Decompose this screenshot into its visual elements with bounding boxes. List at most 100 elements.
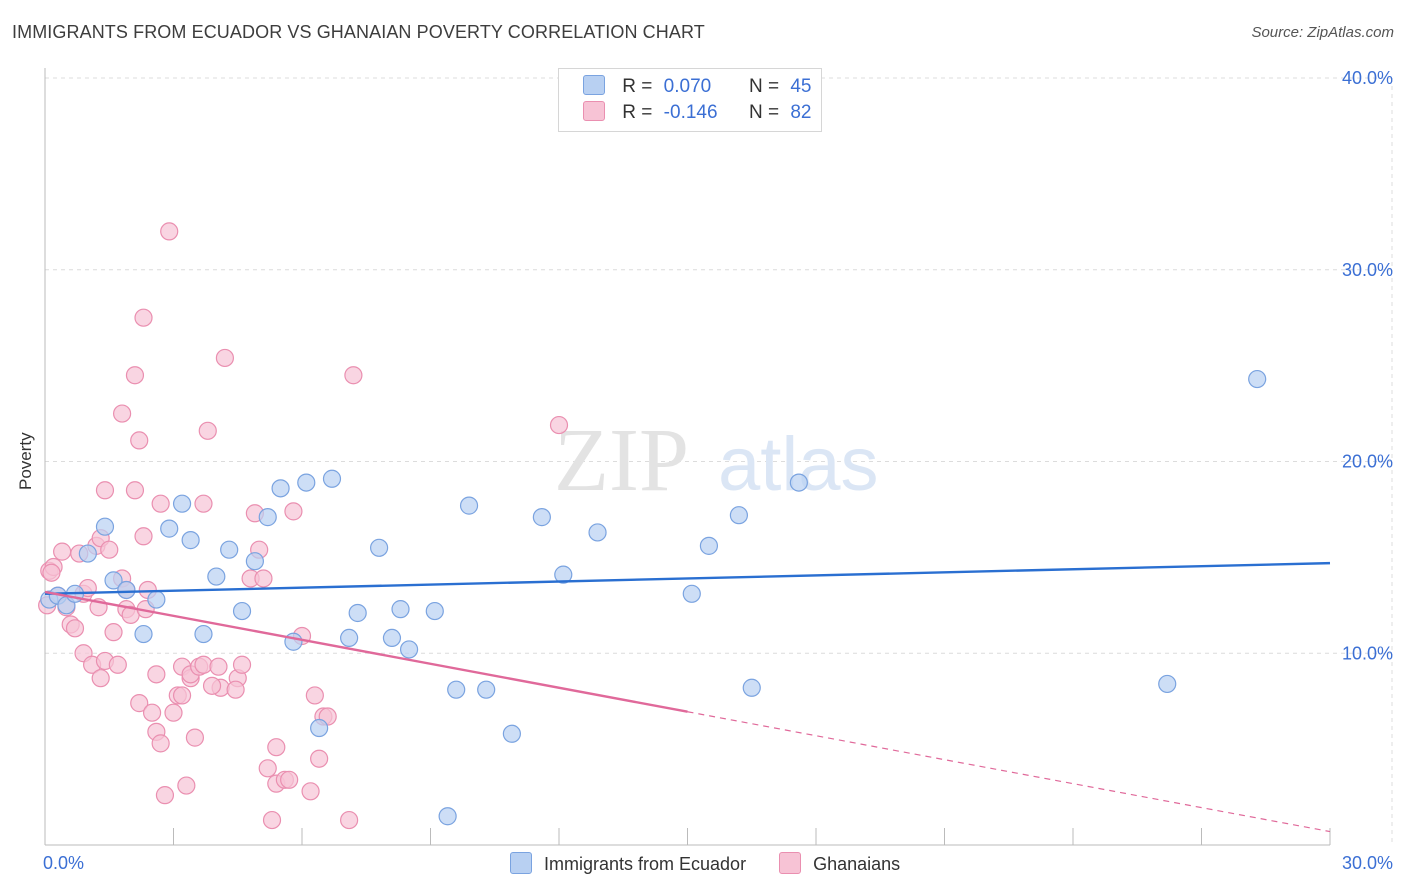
x-tick-labels: 0.0% 30.0% xyxy=(43,853,1393,873)
n-value: 45 xyxy=(790,76,812,97)
data-point xyxy=(130,694,149,713)
data-point xyxy=(108,655,127,674)
data-point xyxy=(117,580,136,600)
y-tick-label: 40.0% xyxy=(1342,68,1393,88)
data-point xyxy=(340,810,359,830)
data-point xyxy=(284,502,303,521)
data-point xyxy=(425,601,444,621)
data-point xyxy=(789,473,808,492)
watermark: ZIP atlas xyxy=(554,411,879,510)
data-point xyxy=(194,494,213,513)
data-point xyxy=(305,686,324,705)
data-point xyxy=(245,552,264,571)
data-point xyxy=(310,718,329,738)
data-point xyxy=(477,680,496,699)
data-point xyxy=(172,686,192,705)
trend-line-ecuador xyxy=(44,561,1331,596)
series-ghanaians xyxy=(38,222,569,830)
data-point xyxy=(1248,369,1267,389)
y-tick-label: 10.0% xyxy=(1342,643,1393,663)
data-point xyxy=(53,542,72,561)
data-point xyxy=(65,619,85,638)
legend-label: Immigrants from Ecuador xyxy=(544,854,747,874)
data-point xyxy=(280,770,299,789)
x-tick-label: 0.0% xyxy=(43,853,84,873)
data-point xyxy=(729,506,749,525)
data-point xyxy=(399,640,419,659)
data-point xyxy=(226,680,245,699)
data-point xyxy=(532,508,551,527)
data-point xyxy=(104,571,123,590)
data-point xyxy=(160,519,179,538)
data-point xyxy=(258,759,277,778)
y-axis-label: Poverty xyxy=(16,432,35,490)
data-point xyxy=(271,479,290,498)
r-label: R = xyxy=(622,76,653,97)
data-point xyxy=(215,348,234,368)
data-point xyxy=(267,738,286,757)
data-point xyxy=(42,563,61,582)
stats-box: R = 0.070 N = 45 R = -0.146 N = 82 xyxy=(558,68,822,132)
legend: Immigrants from Ecuador Ghanaians xyxy=(510,852,928,875)
legend-item-ghanaians[interactable]: Ghanaians xyxy=(779,852,900,875)
data-point xyxy=(100,540,119,559)
data-point xyxy=(588,523,607,542)
data-point xyxy=(459,496,479,515)
data-point xyxy=(262,810,282,830)
source-label: Source: ZipAtlas.com xyxy=(1251,24,1394,41)
data-point xyxy=(134,527,153,546)
y-tick-labels: 10.0% 20.0% 30.0% 40.0% xyxy=(1342,68,1393,663)
data-point xyxy=(344,366,363,385)
legend-label: Ghanaians xyxy=(813,854,901,874)
data-point xyxy=(104,623,123,642)
data-point xyxy=(254,569,273,588)
trend-lines xyxy=(44,561,1331,833)
watermark-zip: ZIP xyxy=(554,411,689,510)
data-point xyxy=(447,680,466,699)
n-label: N = xyxy=(748,76,780,97)
data-point xyxy=(160,222,179,241)
data-point xyxy=(310,749,329,768)
data-point xyxy=(742,678,761,697)
data-point xyxy=(348,603,367,623)
data-point xyxy=(134,624,153,644)
data-point xyxy=(194,655,213,674)
data-point xyxy=(258,508,277,527)
data-point xyxy=(699,536,719,555)
data-point xyxy=(198,421,217,440)
data-point xyxy=(220,540,239,559)
data-point xyxy=(391,600,410,619)
data-point xyxy=(95,517,115,536)
legend-item-ecuador[interactable]: Immigrants from Ecuador xyxy=(510,852,746,875)
n-value: 82 xyxy=(790,102,812,123)
data-point xyxy=(125,366,145,385)
y-tick-label: 20.0% xyxy=(1342,452,1393,472)
data-point xyxy=(125,481,145,500)
data-point xyxy=(147,665,166,684)
data-point xyxy=(382,628,402,648)
chart-title: IMMIGRANTS FROM ECUADOR VS GHANAIAN POVE… xyxy=(12,22,705,42)
trend-line-ghanaians-extension xyxy=(687,711,1331,833)
data-point xyxy=(297,473,316,492)
trend-line-ghanaians xyxy=(44,590,688,713)
n-label: N = xyxy=(748,102,780,123)
data-point xyxy=(112,404,132,423)
y-tick-label: 30.0% xyxy=(1342,260,1393,280)
data-point xyxy=(1158,674,1177,694)
data-point xyxy=(232,655,252,674)
data-point xyxy=(202,676,222,695)
data-point xyxy=(142,703,162,722)
legend-swatch-pink xyxy=(779,852,802,874)
data-point xyxy=(207,567,226,586)
data-point xyxy=(155,786,175,805)
data-point xyxy=(370,538,389,557)
data-point xyxy=(151,494,170,513)
r-label: R = xyxy=(622,102,653,123)
blue-swatch xyxy=(583,75,605,95)
axes xyxy=(44,68,1331,846)
stats-row-ghanaians: R = -0.146 N = 82 xyxy=(583,101,811,127)
pink-swatch xyxy=(583,101,605,121)
data-point xyxy=(682,584,701,603)
data-point xyxy=(130,431,149,450)
x-tick-label: 30.0% xyxy=(1342,853,1393,873)
